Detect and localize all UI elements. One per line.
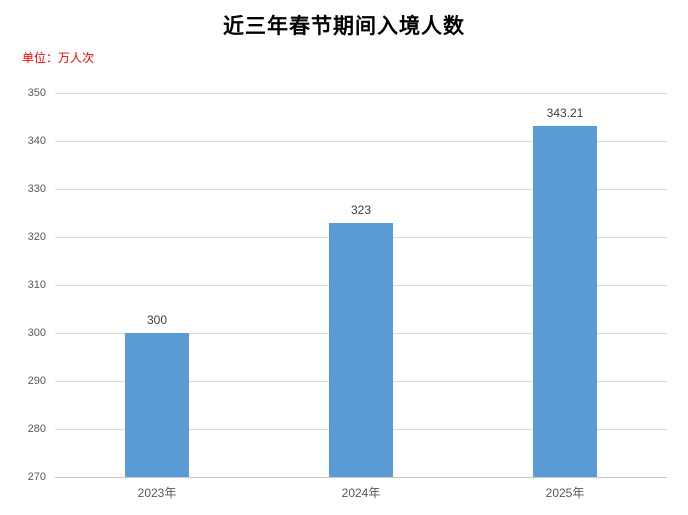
bar-value-label: 323 bbox=[350, 202, 372, 217]
chart-title: 近三年春节期间入境人数 bbox=[223, 13, 465, 38]
y-axis-labels: 350 340 330 320 310 300 290 280 270 bbox=[10, 87, 46, 483]
x-tick-label: 2025年 bbox=[545, 486, 585, 500]
y-tick-label: 340 bbox=[27, 135, 46, 147]
bars-layer: 300 323 343.21 bbox=[55, 93, 667, 477]
y-tick-label: 310 bbox=[27, 279, 46, 291]
bar-slot: 343.21 bbox=[463, 93, 667, 477]
y-tick-label: 350 bbox=[27, 87, 46, 99]
y-tick-label: 300 bbox=[27, 327, 46, 339]
gridline bbox=[55, 189, 667, 190]
y-tick-label: 330 bbox=[27, 183, 46, 195]
y-tick-label: 280 bbox=[27, 423, 46, 435]
bar-value-label: 300 bbox=[146, 313, 168, 327]
bar-value-label: 343.21 bbox=[546, 105, 584, 120]
bar bbox=[125, 333, 189, 477]
x-tick-label: 2024年 bbox=[341, 486, 381, 500]
gridline bbox=[55, 141, 667, 142]
y-tick-label: 290 bbox=[27, 375, 46, 387]
y-tick-label: 270 bbox=[27, 471, 46, 483]
bar-slot: 323 bbox=[259, 93, 463, 477]
x-axis-labels: 2023年 2024年 2025年 bbox=[55, 484, 667, 501]
bar-slot: 300 bbox=[55, 93, 259, 477]
x-tick-label: 2023年 bbox=[137, 486, 177, 500]
y-tick-label: 320 bbox=[27, 231, 46, 243]
bar bbox=[329, 222, 393, 477]
bar bbox=[533, 125, 597, 477]
unit-label: 单位：万人次 bbox=[22, 51, 95, 65]
gridline bbox=[55, 93, 667, 94]
plot-area: 300 323 343.21 bbox=[55, 93, 667, 478]
